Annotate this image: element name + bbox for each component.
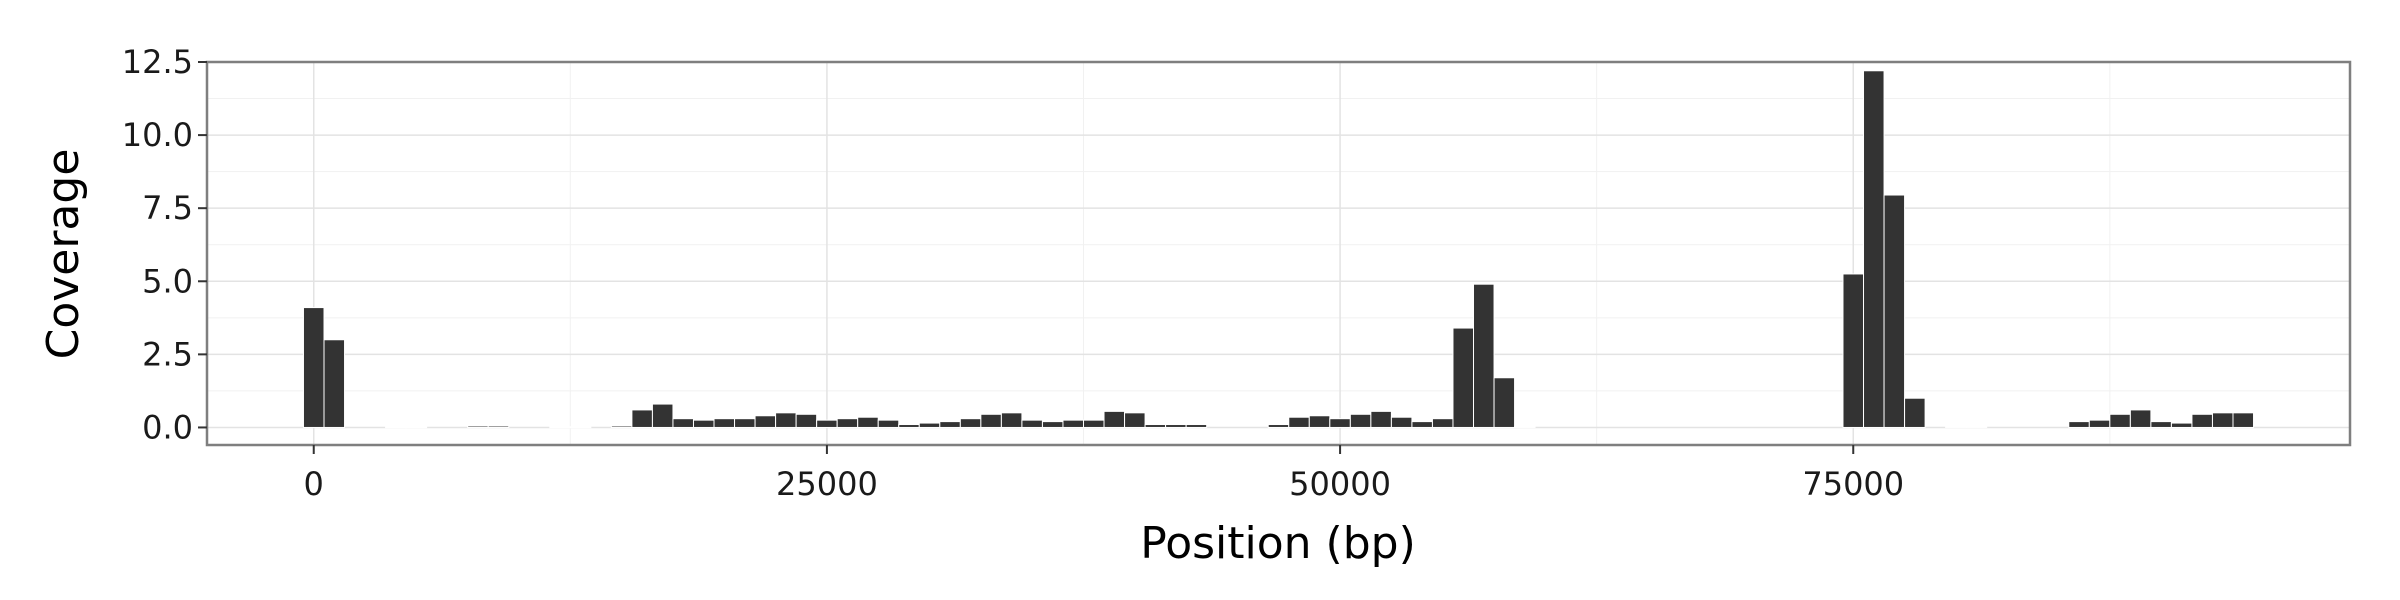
coverage-bar: [631, 409, 653, 428]
coverage-bar: [939, 421, 961, 428]
x-axis: 0 25000 50000 75000: [304, 445, 1904, 503]
coverage-bar: [2150, 421, 2172, 428]
coverage-bar: [713, 418, 736, 428]
coverage-bar: [1904, 397, 1926, 428]
coverage-bar: [1308, 415, 1331, 428]
coverage-bar: [1124, 412, 1146, 428]
coverage-bar: [1165, 424, 1187, 428]
coverage-bar: [1062, 419, 1084, 428]
coverage-bar: [795, 413, 818, 428]
coverage-bar: [2211, 412, 2234, 428]
coverage-bar: [2232, 412, 2255, 428]
coverage-bar: [1473, 283, 1495, 428]
coverage-bar: [1945, 426, 1967, 428]
coverage-bars: [302, 70, 2255, 429]
coverage-bar: [385, 426, 407, 429]
minor-gridlines: [207, 62, 2350, 445]
coverage-bar: [487, 425, 510, 428]
coverage-bar: [1842, 273, 1865, 428]
coverage-bar: [1144, 424, 1167, 428]
coverage-bar: [1411, 421, 1433, 428]
coverage-bar: [1082, 419, 1105, 428]
coverage-bar: [2068, 421, 2090, 428]
coverage-bar: [754, 415, 777, 428]
y-tick-label: 0.0: [142, 408, 193, 446]
coverage-bar: [1514, 426, 1536, 428]
coverage-bar: [1021, 419, 1043, 428]
coverage-bar: [1863, 70, 1885, 428]
coverage-bar: [857, 416, 879, 428]
coverage-bar: [1452, 327, 1475, 428]
coverage-bar: [959, 418, 982, 428]
coverage-bar: [1883, 194, 1906, 428]
coverage-bar: [836, 418, 859, 428]
coverage-bar: [775, 412, 797, 428]
coverage-bar: [877, 419, 900, 428]
y-tick-label: 2.5: [142, 335, 193, 373]
coverage-bar: [2109, 413, 2131, 428]
y-tick-label: 5.0: [142, 262, 193, 300]
y-axis: 0.0 2.5 5.0 7.5 10.0 12.5: [122, 43, 207, 446]
y-tick-label: 12.5: [122, 43, 193, 81]
coverage-bar: [1370, 410, 1392, 428]
x-tick-label: 75000: [1802, 465, 1904, 503]
coverage-bar: [2129, 409, 2152, 428]
coverage-bar: [1431, 418, 1454, 428]
coverage-bar: [1288, 416, 1310, 428]
coverage-bar: [467, 425, 489, 428]
y-tick-label: 7.5: [142, 189, 193, 227]
coverage-bar: [1965, 426, 1988, 428]
coverage-bar: [1267, 424, 1290, 428]
coverage-bar: [1390, 416, 1413, 428]
coverage-bar: [651, 403, 674, 428]
coverage-bar: [898, 424, 920, 428]
coverage-bar: [2191, 413, 2213, 428]
coverage-bar: [549, 426, 571, 429]
coverage-bar: [1041, 421, 1064, 428]
coverage-bar: [2170, 422, 2193, 428]
x-tick-label: 0: [304, 465, 324, 503]
x-tick-label: 50000: [1289, 465, 1391, 503]
panel-border: [205, 60, 2352, 447]
coverage-bar: [1349, 413, 1372, 428]
coverage-bar: [610, 425, 633, 428]
coverage-bar: [569, 426, 592, 429]
coverage-bar: [980, 413, 1002, 428]
major-gridlines: [207, 61, 2350, 445]
coverage-bar: [672, 418, 694, 428]
x-tick-label: 25000: [776, 465, 878, 503]
coverage-bar: [302, 307, 325, 428]
coverage-bar: [816, 419, 838, 428]
coverage-bar: [692, 419, 715, 428]
coverage-bar: [405, 426, 428, 429]
coverage-bar: [2088, 419, 2111, 428]
coverage-bar: [1493, 377, 1516, 428]
coverage-bar: [1185, 424, 1208, 428]
coverage-bar: [1103, 410, 1126, 428]
panel-background: [207, 62, 2350, 445]
coverage-bar: [1000, 412, 1023, 428]
coverage-bar: [734, 418, 756, 428]
coverage-bar: [1329, 418, 1351, 428]
x-axis-title: Position (bp): [1140, 518, 1416, 569]
coverage-bar: [918, 422, 941, 428]
y-axis-title: Coverage: [38, 149, 89, 360]
y-tick-label: 10.0: [122, 116, 193, 154]
coverage-bar: [323, 339, 346, 428]
